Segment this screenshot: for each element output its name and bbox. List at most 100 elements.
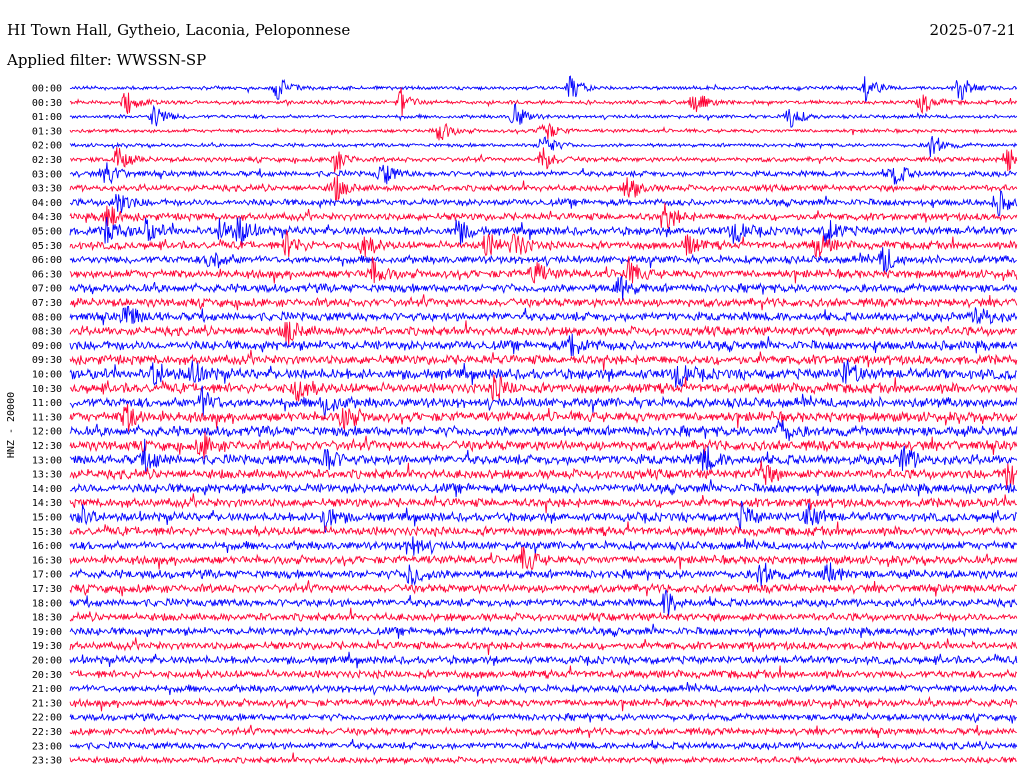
- trace-row: [69, 438, 1018, 473]
- time-label: 09:30: [32, 355, 62, 366]
- trace-row: [69, 256, 1018, 284]
- time-label: 08:30: [32, 327, 62, 338]
- time-label: 16:00: [32, 541, 62, 552]
- time-label: 01:00: [32, 112, 62, 123]
- time-label: 02:30: [32, 155, 62, 166]
- trace-row: [69, 103, 1018, 128]
- trace-row: [69, 135, 1018, 158]
- filter-line: Applied filter: WWSSN-SP: [7, 50, 206, 70]
- trace-row: [69, 580, 1018, 597]
- trace-row: [69, 202, 1018, 230]
- time-label: 03:30: [32, 184, 62, 195]
- time-label: 22:00: [32, 713, 62, 724]
- trace-row: [69, 724, 1017, 738]
- trace-row: [69, 500, 1018, 533]
- trace-row: [69, 651, 1018, 669]
- trace-row: [69, 711, 1018, 724]
- time-label: 19:30: [32, 641, 62, 652]
- trace-row: [69, 665, 1018, 680]
- trace-row: [69, 493, 1018, 514]
- time-label: 08:00: [32, 312, 62, 323]
- time-label: 21:00: [32, 684, 62, 695]
- trace-row: [69, 374, 1018, 402]
- trace-row: [69, 305, 1018, 326]
- trace-row: [69, 87, 1018, 117]
- time-label: 11:00: [32, 398, 62, 409]
- time-label: 14:30: [32, 498, 62, 509]
- time-label: 04:30: [32, 212, 62, 223]
- time-label: 05:30: [32, 241, 62, 252]
- trace-row: [69, 190, 1018, 218]
- time-labels: 00:00 00:30 01:00 01:30 02:00 02:30 03:00 03:30…: [32, 84, 62, 767]
- traces: [69, 75, 1018, 766]
- trace-row: [69, 431, 1018, 460]
- time-label: 04:00: [32, 198, 62, 209]
- trace-row: [69, 695, 1018, 712]
- time-label: 09:00: [32, 341, 62, 352]
- time-label: 22:30: [32, 727, 62, 738]
- time-label: 14:00: [32, 484, 62, 495]
- trace-row: [69, 607, 1018, 623]
- trace-row: [69, 460, 1018, 490]
- time-label: 12:00: [32, 427, 62, 438]
- record-date: 2025-07-21: [929, 21, 1016, 39]
- time-label: 06:00: [32, 255, 62, 266]
- time-label: 23:00: [32, 741, 62, 752]
- station-title: HI Town Hall, Gytheio, Laconia, Peloponn…: [7, 21, 351, 39]
- trace-row: [69, 738, 1018, 751]
- time-label: 17:00: [32, 570, 62, 581]
- time-label: 18:30: [32, 613, 62, 624]
- time-label: 21:30: [32, 698, 62, 709]
- filter-name: WWSSN-SP: [116, 51, 207, 69]
- trace-row: [69, 230, 1018, 258]
- time-label: 15:30: [32, 527, 62, 538]
- trace-row: [69, 623, 1018, 639]
- time-label: 05:00: [32, 227, 62, 238]
- time-label: 02:00: [32, 141, 62, 152]
- time-label: 23:30: [32, 756, 62, 767]
- trace-row: [69, 419, 1018, 442]
- time-label: 13:30: [32, 470, 62, 481]
- time-label: 00:30: [32, 98, 62, 109]
- trace-row: [69, 175, 1018, 201]
- trace-row: [69, 752, 1017, 766]
- time-label: 00:00: [32, 84, 62, 95]
- time-label: 10:00: [32, 370, 62, 381]
- time-label: 13:00: [32, 455, 62, 466]
- time-label: 11:30: [32, 412, 62, 423]
- trace-row: [69, 216, 1018, 246]
- trace-row: [69, 536, 1018, 556]
- trace-row: [69, 359, 1017, 388]
- trace-row: [70, 147, 1018, 173]
- time-label: 16:30: [32, 555, 62, 566]
- time-label: 12:30: [32, 441, 62, 452]
- trace-row: [69, 349, 1018, 371]
- trace-row: [69, 122, 1018, 141]
- trace-row: [69, 589, 1018, 616]
- time-label: 06:30: [32, 269, 62, 280]
- trace-row: [69, 385, 1018, 419]
- time-label: 01:30: [32, 126, 62, 137]
- trace-row: [69, 562, 1018, 587]
- time-label: 20:00: [32, 656, 62, 667]
- time-label: 15:00: [32, 513, 62, 524]
- time-label: 19:00: [32, 627, 62, 638]
- time-label: 03:00: [32, 169, 62, 180]
- trace-row: [69, 521, 1018, 538]
- trace-row: [69, 247, 1017, 274]
- trace-row: [69, 320, 1017, 347]
- trace-row: [69, 294, 1018, 311]
- trace-row: [69, 275, 1018, 301]
- trace-row: [69, 479, 1018, 498]
- trace-row: [69, 637, 1018, 656]
- time-label: 10:30: [32, 384, 62, 395]
- time-label: 07:30: [32, 298, 62, 309]
- time-label: 07:00: [32, 284, 62, 295]
- time-label: 20:30: [32, 670, 62, 681]
- trace-row: [69, 333, 1018, 357]
- filter-prefix: Applied filter:: [7, 51, 112, 69]
- trace-row: [69, 682, 1018, 697]
- trace-row: [69, 546, 1018, 570]
- time-label: 18:00: [32, 598, 62, 609]
